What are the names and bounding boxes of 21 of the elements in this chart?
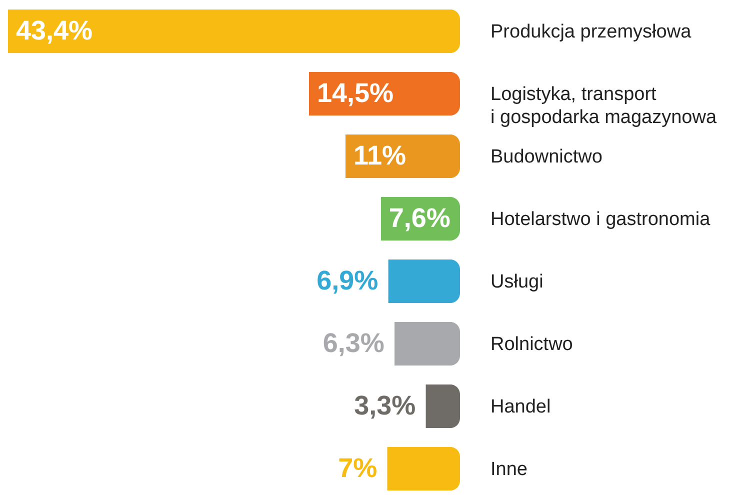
bar bbox=[387, 446, 460, 491]
y-tick-label: Hotelarstwo i gastronomia bbox=[490, 208, 711, 230]
bar bbox=[394, 322, 460, 366]
y-tick-label: Inne bbox=[490, 458, 528, 480]
y-tick-label: Usługi bbox=[490, 271, 544, 292]
y-tick-label: Handel bbox=[490, 396, 551, 418]
data-label: 6,3% bbox=[322, 328, 384, 358]
bar bbox=[426, 384, 460, 428]
y-tick-label: Budownictwo bbox=[490, 146, 602, 168]
y-tick-label: Produkcja przemysłowa bbox=[490, 21, 692, 42]
data-label: 14,5% bbox=[316, 78, 394, 108]
data-label: 7,6% bbox=[388, 202, 450, 233]
bar bbox=[388, 259, 460, 304]
y-tick-label: Logistyka, transport i gospodarka magazynowa bbox=[490, 84, 717, 128]
bar bbox=[8, 9, 460, 54]
data-label: 3,3% bbox=[354, 390, 416, 420]
data-label: 11% bbox=[353, 140, 406, 170]
data-label: 6,9% bbox=[316, 265, 378, 296]
y-tick-label: Rolnictwo bbox=[490, 334, 573, 355]
data-label: 43,4% bbox=[16, 15, 93, 46]
data-label: 7% bbox=[338, 452, 378, 483]
